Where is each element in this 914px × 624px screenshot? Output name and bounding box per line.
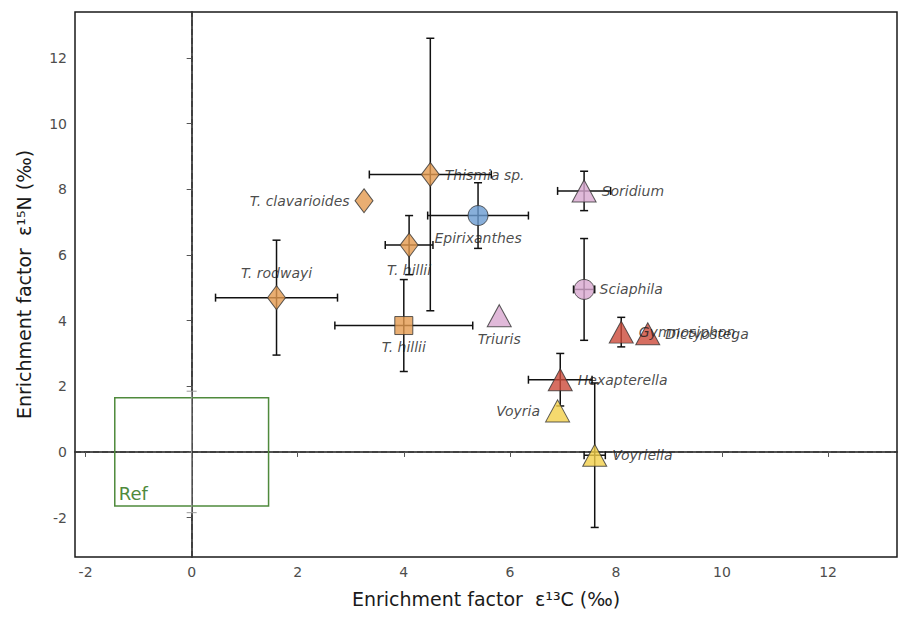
svg-text:Enrichment factor ε¹⁵N (‰): Enrichment factor ε¹⁵N (‰) bbox=[13, 150, 35, 419]
svg-text:Soridium: Soridium bbox=[602, 183, 664, 199]
svg-text:2: 2 bbox=[293, 564, 302, 580]
svg-text:4: 4 bbox=[58, 313, 67, 329]
svg-text:T. rodwayi: T. rodwayi bbox=[241, 265, 312, 281]
svg-text:4: 4 bbox=[399, 564, 408, 580]
svg-text:Epirixanthes: Epirixanthes bbox=[434, 230, 521, 246]
svg-text:12: 12 bbox=[819, 564, 837, 580]
svg-text:Voyria: Voyria bbox=[496, 403, 540, 419]
svg-text:Ref: Ref bbox=[119, 483, 149, 504]
svg-text:10: 10 bbox=[49, 116, 67, 132]
svg-text:Enrichment factor ε¹³C (‰): Enrichment factor ε¹³C (‰) bbox=[352, 588, 620, 610]
svg-text:T. clavarioides: T. clavarioides bbox=[250, 193, 350, 209]
svg-text:Voyriella: Voyriella bbox=[612, 447, 672, 463]
svg-text:Hexapterella: Hexapterella bbox=[578, 372, 668, 388]
svg-text:8: 8 bbox=[611, 564, 620, 580]
svg-text:0: 0 bbox=[187, 564, 196, 580]
svg-text:6: 6 bbox=[505, 564, 514, 580]
svg-text:0: 0 bbox=[58, 444, 67, 460]
svg-text:2: 2 bbox=[58, 378, 67, 394]
svg-text:10: 10 bbox=[713, 564, 731, 580]
svg-text:Thismia sp.: Thismia sp. bbox=[445, 167, 525, 183]
svg-text:Triuris: Triuris bbox=[478, 331, 521, 347]
svg-text:Dictyostega: Dictyostega bbox=[665, 326, 749, 342]
svg-text:8: 8 bbox=[58, 181, 67, 197]
svg-text:6: 6 bbox=[58, 247, 67, 263]
svg-text:Sciaphila: Sciaphila bbox=[600, 281, 663, 297]
svg-text:-2: -2 bbox=[79, 564, 93, 580]
svg-text:T. hillii: T. hillii bbox=[387, 262, 431, 278]
svg-text:T. hillii: T. hillii bbox=[382, 339, 426, 355]
svg-text:-2: -2 bbox=[53, 510, 67, 526]
svg-text:12: 12 bbox=[49, 50, 67, 66]
